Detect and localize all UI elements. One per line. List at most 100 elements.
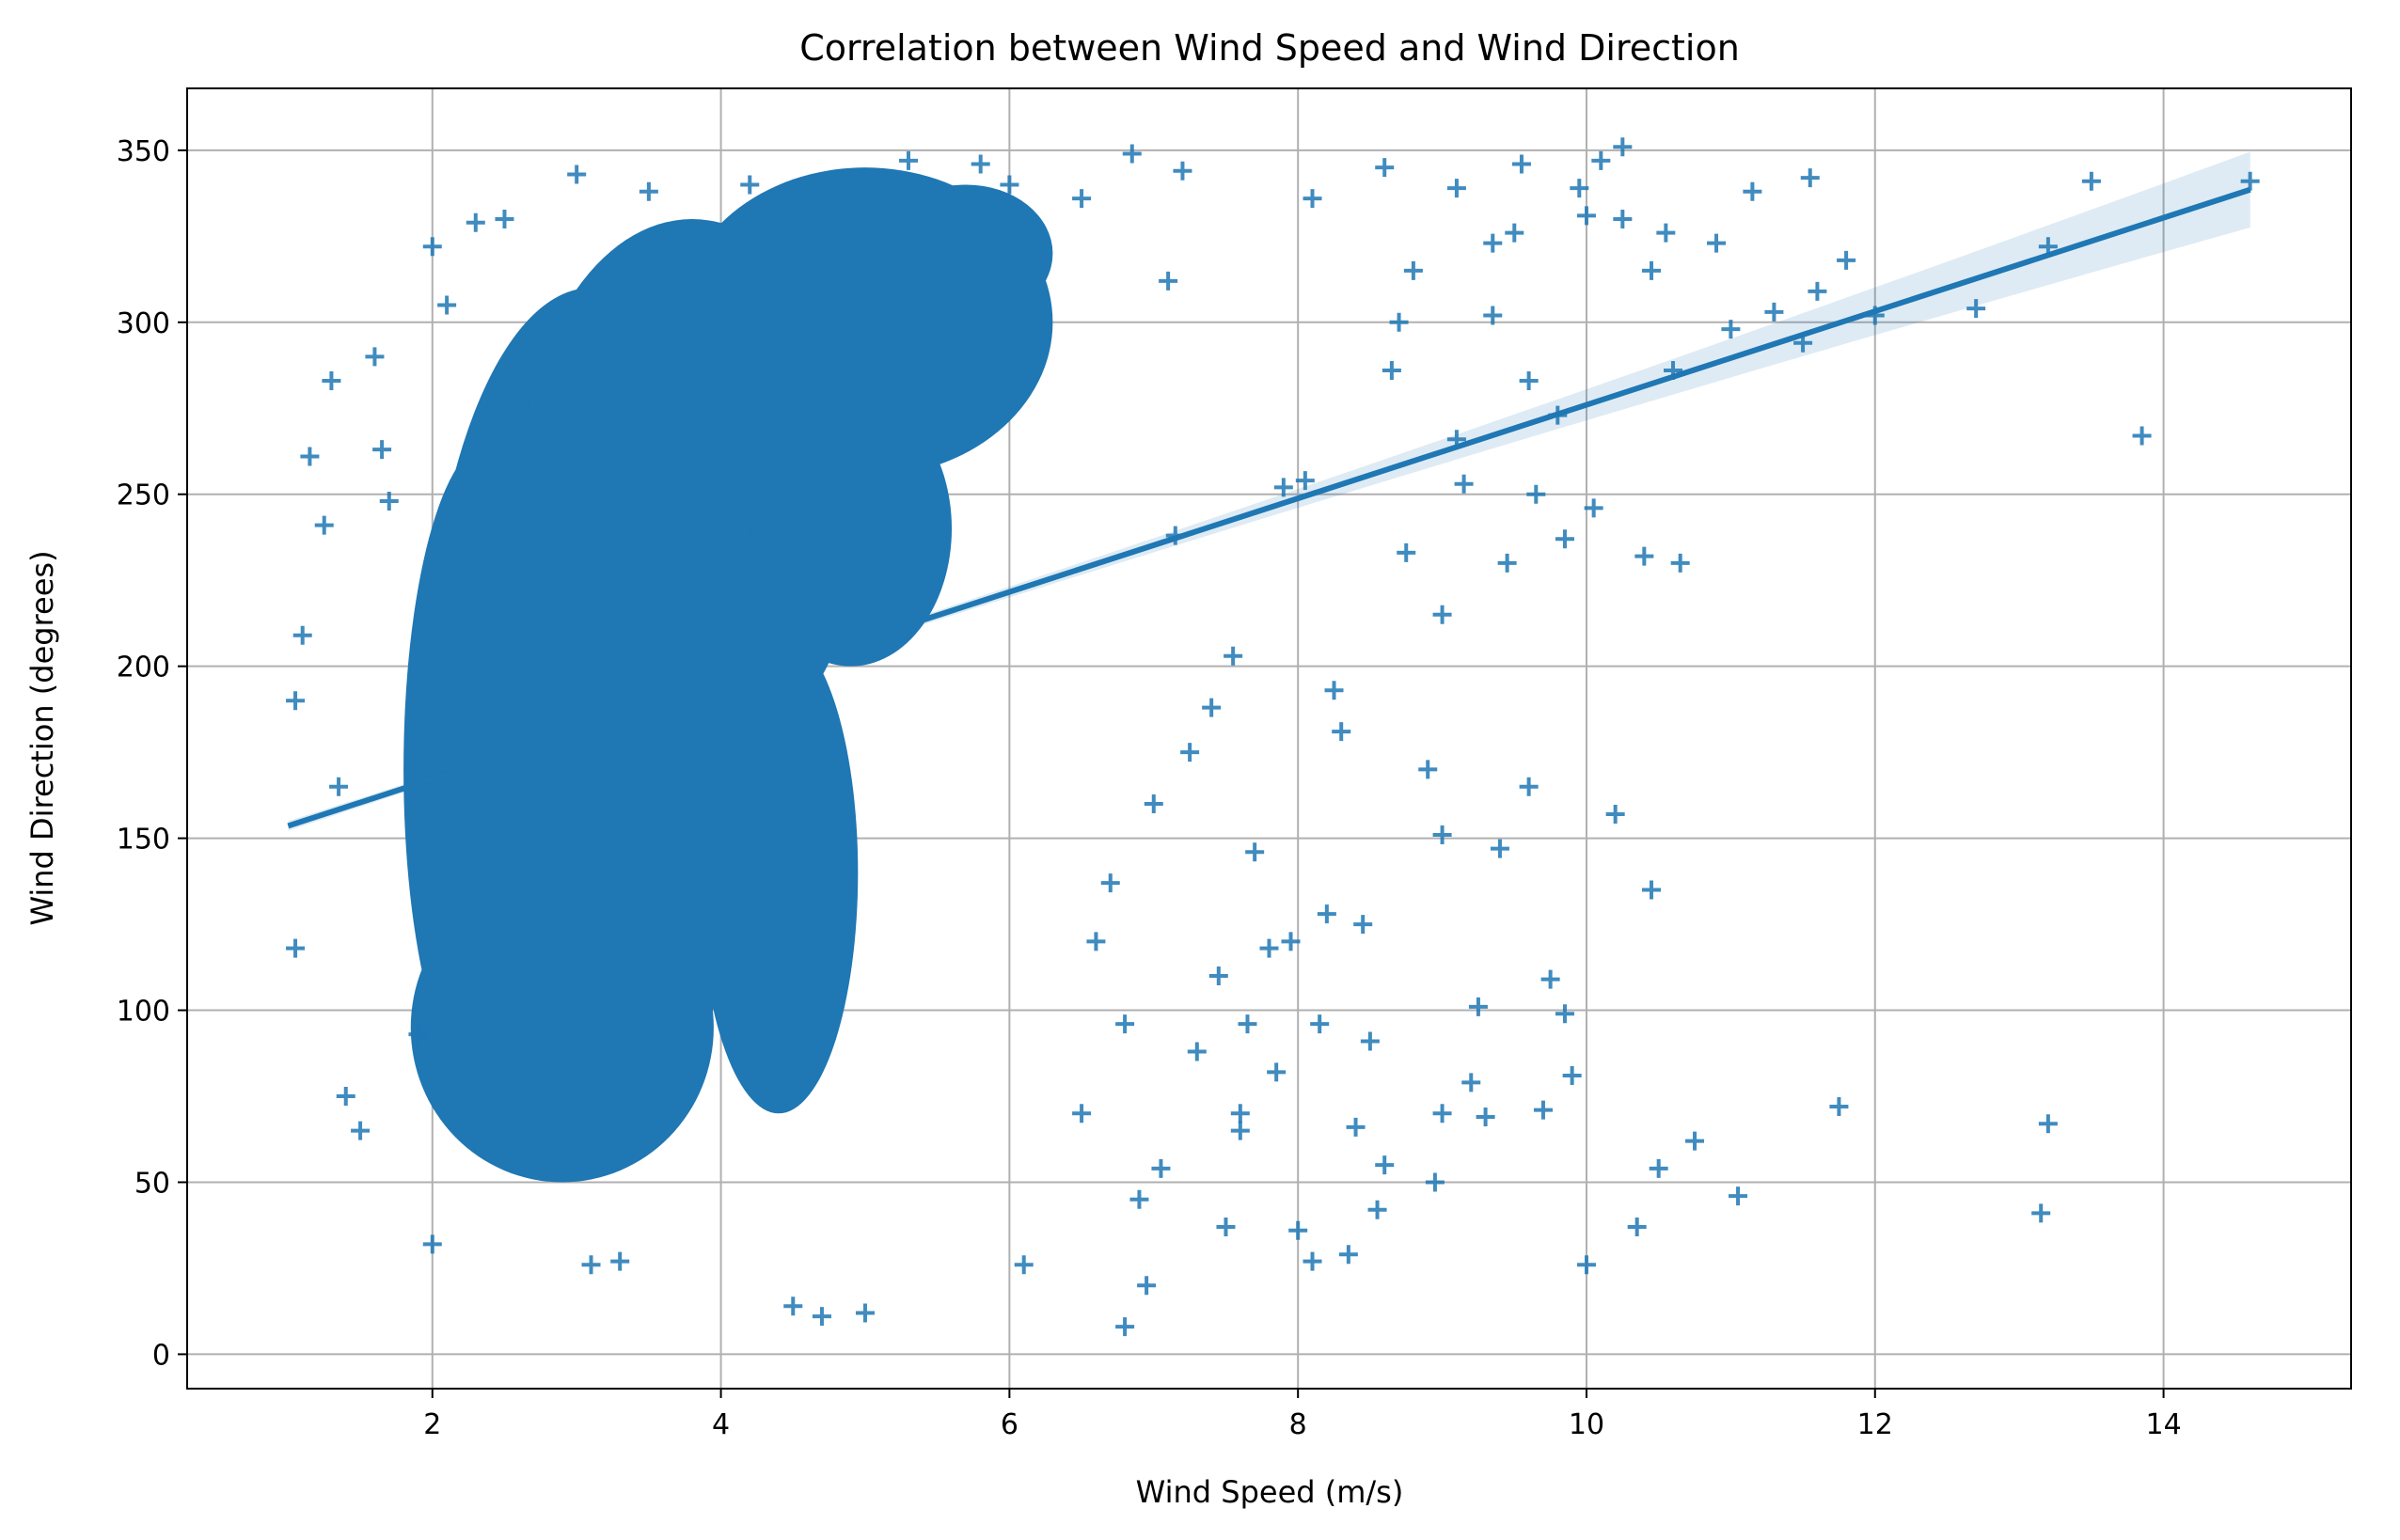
- y-tick-label: 250: [117, 479, 170, 512]
- y-axis-label: Wind Direction (degrees): [24, 550, 60, 925]
- scatter-point: [2240, 171, 2260, 191]
- scatter-point: [1367, 1200, 1387, 1219]
- scatter-point: [1273, 478, 1293, 497]
- y-tick-label: 350: [117, 135, 170, 168]
- x-tick-label: 2: [423, 1408, 441, 1441]
- scatter-point: [1332, 722, 1351, 742]
- scatter-point: [322, 370, 341, 390]
- scatter-point: [1397, 542, 1416, 562]
- scatter-point: [1685, 1131, 1705, 1151]
- scatter-point: [314, 515, 334, 535]
- x-axis-label: Wind Speed (m/s): [1136, 1474, 1404, 1510]
- scatter-point: [1808, 281, 1827, 301]
- scatter-point: [1591, 150, 1611, 170]
- scatter-point: [1216, 1218, 1236, 1237]
- scatter-point: [1505, 223, 1524, 243]
- scatter-point: [1310, 1014, 1330, 1034]
- scatter-point: [1267, 1062, 1287, 1082]
- scatter-point: [300, 447, 320, 466]
- scatter-point: [1224, 646, 1243, 666]
- scatter-point: [336, 1087, 355, 1107]
- scatter-point: [1324, 681, 1344, 700]
- scatter-point: [1425, 1172, 1445, 1192]
- scatter-point: [466, 212, 485, 232]
- scatter-point: [1476, 1107, 1495, 1126]
- scatter-point: [1570, 179, 1589, 198]
- y-tick-label: 0: [152, 1339, 170, 1372]
- scatter-point: [1642, 260, 1662, 280]
- scatter-point: [1562, 1066, 1582, 1086]
- scatter-point: [2132, 426, 2152, 446]
- scatter-point: [1555, 1004, 1574, 1024]
- scatter-point: [1461, 1073, 1481, 1092]
- scatter-point: [422, 237, 442, 257]
- scatter-point: [1338, 1245, 1358, 1265]
- scatter-point: [1000, 175, 1019, 195]
- scatter-point: [1144, 794, 1163, 814]
- scatter-point: [1259, 938, 1279, 958]
- scatter-point: [1288, 1220, 1308, 1240]
- scatter-point: [1605, 804, 1625, 824]
- scatter-point: [1584, 498, 1603, 518]
- scatter-point: [740, 175, 760, 195]
- point-density-region: [750, 390, 953, 667]
- scatter-point: [2081, 171, 2101, 191]
- scatter-point: [1187, 1042, 1207, 1061]
- scatter-point: [1014, 1255, 1034, 1275]
- scatter-point: [1707, 233, 1727, 253]
- scatter-point: [1613, 210, 1633, 229]
- scatter-point: [1072, 1104, 1092, 1124]
- scatter-point: [1432, 1104, 1452, 1124]
- scatter-point: [1317, 904, 1336, 924]
- scatter-point: [329, 777, 349, 796]
- scatter-point: [1281, 932, 1301, 951]
- scatter-point: [1837, 250, 1856, 270]
- point-density-region: [699, 632, 859, 1114]
- scatter-point: [1382, 361, 1401, 381]
- scatter-point: [1115, 1317, 1135, 1337]
- scatter-point: [1483, 306, 1503, 325]
- scatter-point: [1764, 302, 1784, 322]
- scatter-point: [639, 181, 658, 201]
- scatter-point: [1208, 966, 1228, 985]
- scatter-point: [351, 1121, 371, 1140]
- scatter-point: [1389, 312, 1409, 332]
- plot-frame: [186, 87, 2352, 1390]
- scatter-point: [1670, 553, 1690, 573]
- y-tick-label: 200: [117, 652, 170, 684]
- dense-point-cloud: [403, 167, 1053, 1183]
- scatter-point: [1454, 474, 1474, 494]
- scatter-point: [783, 1296, 803, 1316]
- scatter-point: [567, 165, 587, 184]
- scatter-point: [1627, 1218, 1647, 1237]
- scatter-point: [1180, 743, 1200, 762]
- scatter-point: [1468, 997, 1488, 1016]
- scatter-point: [1446, 179, 1466, 198]
- scatter-point: [1656, 223, 1676, 243]
- scatter-point: [1100, 873, 1120, 893]
- scatter-point: [1295, 471, 1315, 491]
- scatter-point: [1576, 206, 1596, 226]
- scatter-points: [286, 137, 2260, 1337]
- point-density-region: [879, 184, 1053, 322]
- scatter-point: [372, 440, 392, 460]
- scatter-point: [365, 347, 385, 367]
- scatter-point: [1634, 546, 1654, 566]
- regression-fit: [287, 151, 2251, 831]
- y-tick-label: 150: [117, 824, 170, 856]
- scatter-point: [1519, 777, 1539, 796]
- scatter-point: [812, 1307, 831, 1327]
- scatter-point: [2038, 1114, 2058, 1134]
- scatter-point: [2031, 1203, 2051, 1223]
- scatter-point: [292, 625, 312, 645]
- scatter-point: [1230, 1104, 1250, 1124]
- point-density-region: [403, 442, 577, 1097]
- scatter-point: [610, 1251, 630, 1271]
- scatter-point: [1173, 161, 1192, 181]
- x-tick-label: 6: [1001, 1408, 1018, 1441]
- scatter-point: [437, 295, 457, 315]
- scatter-point: [1729, 1186, 1748, 1206]
- scatter-point: [1202, 698, 1222, 717]
- x-tick-label: 14: [2145, 1408, 2181, 1441]
- scatter-point: [286, 691, 306, 711]
